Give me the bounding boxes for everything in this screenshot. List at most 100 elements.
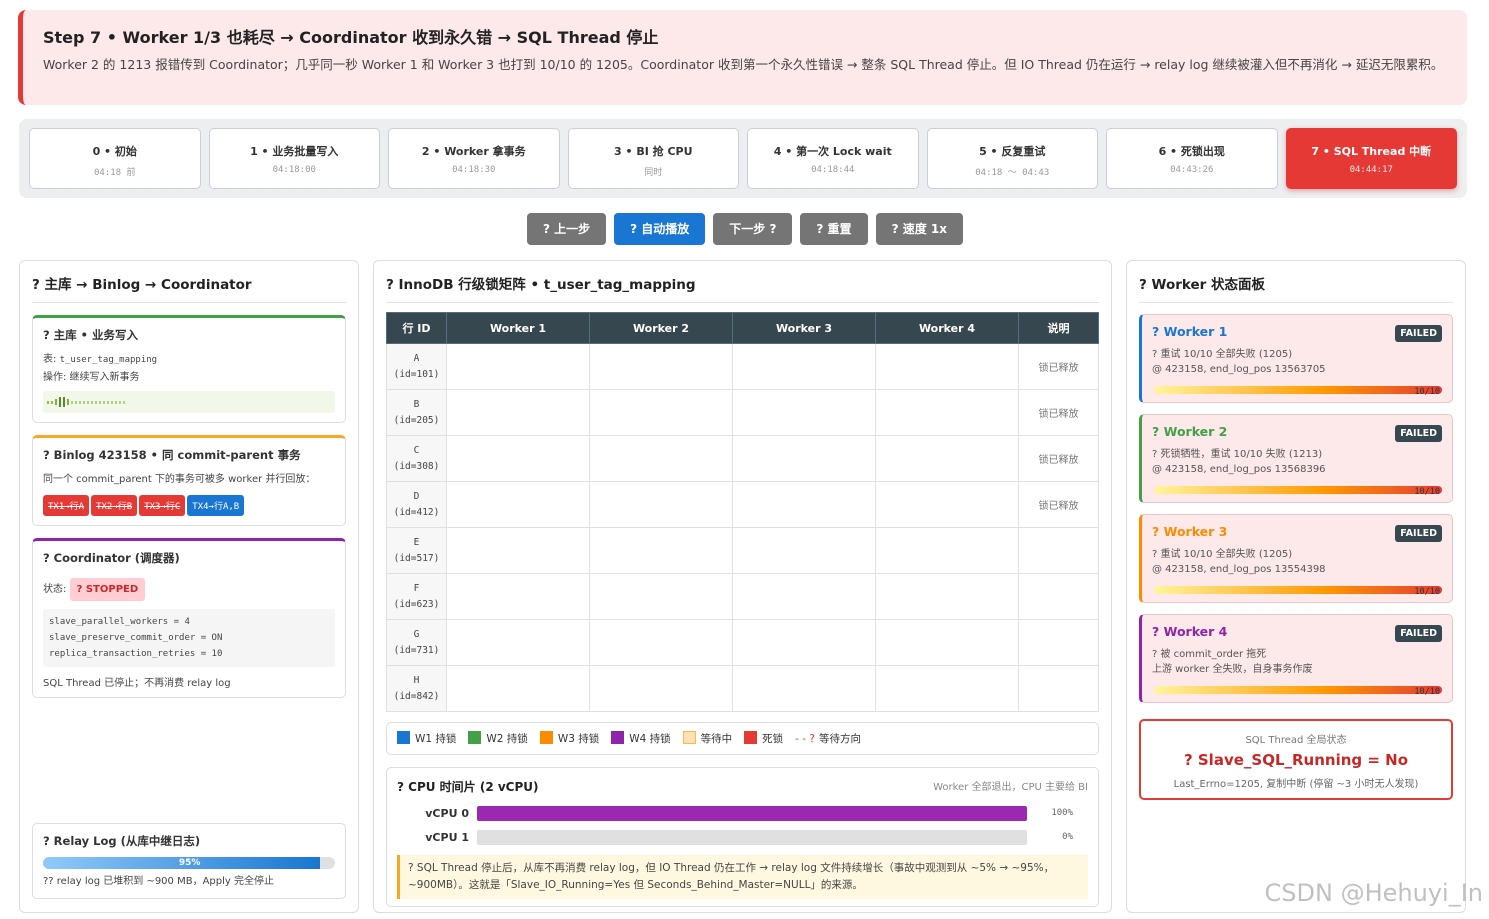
speed-button[interactable]: ? 速度 1x — [875, 213, 963, 245]
legend-item: W1 持锁 — [397, 731, 456, 746]
config-line: replica_transaction_retries = 10 — [49, 649, 223, 659]
row-note: 锁已释放 — [1018, 435, 1099, 482]
config-code: slave_parallel_workers = 4 slave_preserv… — [43, 609, 335, 667]
row-id: B (id=205) — [386, 389, 447, 436]
lock-cell — [875, 665, 1019, 712]
sql-thread-global-status: SQL Thread 全局状态 ? Slave_SQL_Running = No… — [1139, 719, 1453, 800]
step-label: 3 • BI 抢 CPU — [613, 145, 693, 158]
table-row: C (id=308) 锁已释放 — [386, 435, 1099, 482]
step-time: 04:44:17 — [1349, 165, 1393, 175]
operation-line: 操作: 继续写入新事务 — [43, 372, 140, 383]
worker-name: ? Worker 4 — [1152, 624, 1228, 639]
tx4-chip: TX4→行A,B — [187, 495, 245, 516]
tx3-chip: TX3→行C — [139, 495, 186, 516]
vcpu-bar — [477, 829, 1027, 845]
w3-swatch-icon — [539, 731, 553, 744]
lock-cell — [446, 343, 590, 390]
row-id: E (id=517) — [386, 527, 447, 574]
lock-cell — [589, 343, 733, 390]
cpu-title: ? CPU 时间片 (2 vCPU) — [397, 780, 539, 794]
vcpu-pct: 0% — [1062, 832, 1073, 842]
lock-matrix-table: 行 ID Worker 1 Worker 2 Worker 3 Worker 4… — [386, 312, 1099, 712]
step-0[interactable]: 0 • 初始 04:18 前 — [29, 128, 201, 189]
next-button[interactable]: 下一步 ? — [713, 213, 793, 245]
header-note: 说明 — [1018, 312, 1099, 344]
row-letter: G — [413, 628, 420, 640]
lock-cell — [875, 343, 1019, 390]
lock-cell — [875, 619, 1019, 666]
lock-legend: W1 持锁 W2 持锁 W3 持锁 W4 持锁 等待中 死锁 - - ? 等待方向 — [386, 722, 1099, 755]
panel-title: ? 主库 → Binlog → Coordinator — [32, 273, 346, 303]
worker-status-panel: ? Worker 状态面板 ? Worker 1 FAILED ? 重试 10/… — [1126, 260, 1466, 913]
w4-swatch-icon — [611, 731, 625, 744]
row-db-id: (id=308) — [393, 460, 440, 472]
step-2[interactable]: 2 • Worker 拿事务 04:18:30 — [388, 128, 560, 189]
vcpu-label: vCPU 0 — [425, 806, 469, 820]
card-title: ? Binlog 423158 • 同 commit-parent 事务 — [43, 448, 301, 462]
config-line: slave_parallel_workers = 4 — [49, 617, 190, 627]
worker-1-card: ? Worker 1 FAILED ? 重试 10/10 全部失败 (1205)… — [1139, 314, 1453, 403]
step-7-active[interactable]: 7 • SQL Thread 中断 04:44:17 — [1285, 128, 1457, 189]
table-line: 表: t_user_tag_mapping — [43, 351, 335, 369]
legend-item: W4 持锁 — [611, 731, 671, 746]
step-1[interactable]: 1 • 业务批量写入 04:18:00 — [208, 128, 380, 189]
step-banner: Step 7 • Worker 1/3 也耗尽 → Coordinator 收到… — [18, 10, 1467, 105]
table-row: E (id=517) — [386, 527, 1099, 574]
lock-cell — [589, 665, 733, 712]
binlog-desc: 同一个 commit_parent 下的事务可被多 worker 并行回放： — [43, 474, 316, 485]
table-row: G (id=731) — [386, 619, 1099, 666]
step-3[interactable]: 3 • BI 抢 CPU 同时 — [567, 128, 739, 189]
lock-cell — [875, 527, 1019, 574]
lock-cell — [875, 389, 1019, 436]
retry-progress — [1154, 486, 1442, 494]
prev-button[interactable]: ? 上一步 — [527, 213, 607, 245]
worker-3-card: ? Worker 3 FAILED ? 重试 10/10 全部失败 (1205)… — [1139, 514, 1453, 603]
autoplay-button[interactable]: ? 自动播放 — [614, 213, 706, 245]
row-id: A (id=101) — [386, 343, 447, 390]
retry-progress — [1154, 686, 1442, 694]
legend-item: 死锁 — [744, 731, 783, 746]
panel-title: ? InnoDB 行级锁矩阵 • t_user_tag_mapping — [386, 273, 1099, 303]
binlog-card: ? Binlog 423158 • 同 commit-parent 事务 同一个… — [32, 435, 346, 526]
legend-label: W2 持锁 — [486, 733, 528, 745]
tx1-chip: TX1→行A — [43, 495, 90, 516]
relay-footer: ?? relay log 已堆积到 ~900 MB，Apply 完全停止 — [43, 876, 274, 887]
lock-cell — [732, 619, 876, 666]
step-6[interactable]: 6 • 死锁出现 04:43:26 — [1106, 128, 1278, 189]
retry-count: 10/10 — [1414, 687, 1440, 697]
table-row: B (id=205) 锁已释放 — [386, 389, 1099, 436]
row-id: F (id=623) — [386, 573, 447, 620]
step-4[interactable]: 4 • 第一次 Lock wait 04:18:44 — [747, 128, 919, 189]
step-5[interactable]: 5 • 反复重试 04:18 ～ 04:43 — [926, 128, 1098, 189]
row-db-id: (id=205) — [393, 414, 440, 426]
deadlock-swatch-icon — [744, 731, 758, 744]
reset-button[interactable]: ? 重置 — [800, 213, 868, 245]
row-db-id: (id=412) — [393, 506, 440, 518]
legend-label: W3 持锁 — [557, 733, 600, 745]
row-letter: A — [413, 352, 420, 364]
header-worker-2: Worker 2 — [589, 312, 733, 344]
card-title: ? Coordinator (调度器) — [43, 551, 180, 565]
retry-progress — [1154, 386, 1442, 394]
worker-line: ? 重试 10/10 全部失败 (1205) — [1152, 549, 1293, 560]
header-row-id: 行 ID — [386, 312, 447, 344]
config-line: slave_preserve_commit_order = ON — [49, 633, 223, 643]
header-worker-1: Worker 1 — [446, 312, 590, 344]
worker-line: @ 423158, end_log_pos 13568396 — [1152, 464, 1326, 475]
global-status-footer: Last_Errno=1205, 复制中断 (停留 ~3 小时无人发现) — [1173, 779, 1419, 790]
lock-cell — [446, 665, 590, 712]
vcpu0-row: vCPU 0 100% — [397, 801, 1088, 825]
step-description: Worker 2 的 1213 报错传到 Coordinator；几乎同一秒 W… — [43, 57, 1444, 72]
lock-cell — [732, 389, 876, 436]
wait-arrow-icon: - - ? — [795, 733, 815, 745]
vcpu1-row: vCPU 1 0% — [397, 825, 1088, 849]
legend-label: 死锁 — [762, 733, 784, 745]
coordinator-footer: SQL Thread 已停止；不再消费 relay log — [43, 678, 231, 689]
vcpu-bar — [477, 805, 1027, 821]
legend-item: 等待中 — [682, 731, 732, 746]
retry-count: 10/10 — [1414, 487, 1440, 497]
cpu-note: ? SQL Thread 停止后，从库不再消费 relay log，但 IO T… — [397, 855, 1088, 899]
row-letter: E — [413, 536, 420, 548]
cpu-header: ? CPU 时间片 (2 vCPU) Worker 全部退出，CPU 主要给 B… — [397, 778, 1088, 795]
lock-cell — [446, 619, 590, 666]
